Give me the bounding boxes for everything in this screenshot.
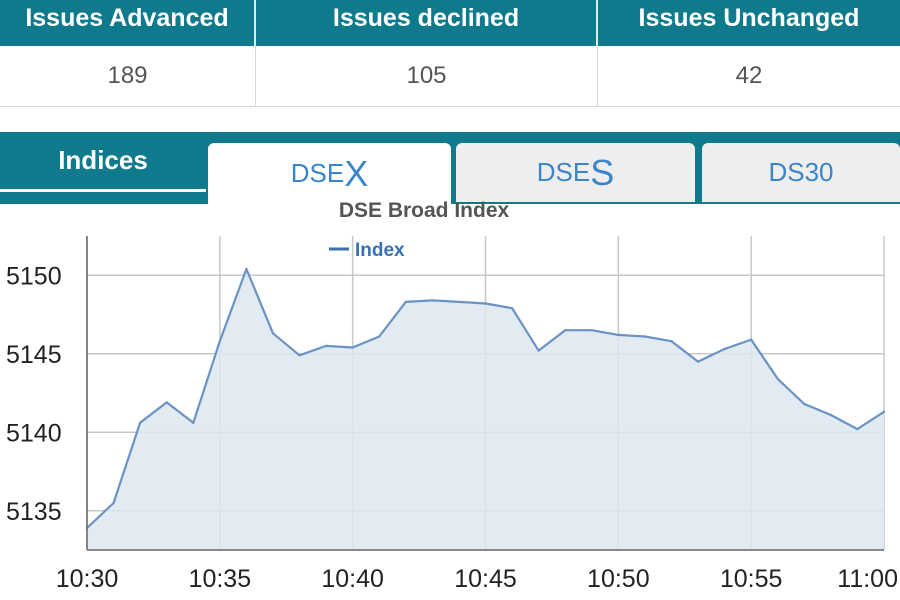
tab-dsex-prefix: DSE [290, 158, 345, 188]
series-point-0-25 [750, 338, 753, 341]
series-point-0-18 [564, 329, 567, 332]
x-tick-label-5: 10:55 [720, 565, 783, 593]
series-point-0-11 [378, 335, 381, 338]
chart-area-layer [85, 267, 886, 550]
series-point-0-10 [351, 346, 354, 349]
x-tick-label-2: 10:40 [321, 565, 384, 593]
x-tick-label-1: 10:35 [189, 565, 252, 593]
series-point-0-15 [484, 302, 487, 305]
series-point-0-7 [271, 332, 275, 335]
series-point-0-17 [537, 349, 540, 352]
y-tick-label-3: 5150 [6, 262, 62, 290]
tab-dses-prefix: DSE [536, 157, 591, 187]
summary-value-row: 189 105 42 [0, 46, 900, 106]
header-issues-unchanged: Issues Unchanged [638, 4, 860, 32]
series-point-0-29 [856, 427, 859, 431]
summary-divider [0, 106, 900, 107]
series-point-0-26 [776, 377, 779, 381]
x-tick-label-4: 10:50 [587, 565, 650, 593]
tab-ds30[interactable]: DS30 [702, 143, 900, 204]
series-point-0-12 [404, 300, 407, 304]
series-point-0-13 [431, 299, 434, 302]
x-tick-label-6: 11:00 [837, 565, 898, 593]
issues-summary-table: Issues Advanced Issues declined Issues U… [0, 0, 900, 106]
series-point-0-24 [723, 347, 726, 351]
series-point-0-30 [882, 410, 886, 413]
value-issues-advanced: 189 [0, 46, 256, 106]
series-point-0-14 [457, 300, 461, 304]
series-point-0-4 [192, 421, 195, 424]
series-point-0-8 [298, 354, 301, 357]
chart-axes [86, 236, 884, 551]
tab-dses-suffix: S [590, 151, 615, 193]
indices-heading: Indices [0, 132, 206, 192]
tab-dses[interactable]: DSE S [456, 143, 695, 204]
series-point-0-22 [670, 340, 673, 343]
chart-tick-labels: 10:30 10:35 10:40 10:45 10:50 10:55 11:00 5135 5… [6, 262, 898, 593]
x-tick-label-3: 10:45 [454, 565, 517, 593]
tab-dsex-suffix: X [344, 152, 369, 194]
x-tick-label-0: 10:30 [56, 565, 119, 593]
dse-broad-index-chart: DSE Broad Index Index 10:30 10:35 10:40 10:… [6, 199, 898, 593]
series-point-0-21 [643, 335, 647, 338]
legend-label-index: Index [355, 240, 405, 261]
series-area-0 [87, 269, 884, 550]
y-tick-label-2: 5145 [6, 341, 62, 369]
header-issues-declined: Issues declined [256, 0, 598, 46]
series-point-0-16 [510, 307, 514, 310]
tab-dsex[interactable]: DSE X [208, 143, 451, 204]
series-point-0-9 [324, 344, 328, 348]
chart-title: DSE Broad Index [339, 199, 510, 222]
series-point-0-3 [165, 401, 168, 404]
series-point-0-5 [218, 340, 221, 343]
value-issues-declined: 105 [256, 46, 598, 106]
series-point-0-20 [617, 333, 620, 337]
indices-tab-bar: Indices DSE X DSE S DS30 [0, 132, 900, 204]
header-issues-advanced: Issues Advanced [0, 0, 256, 46]
y-tick-label-1: 5140 [6, 419, 62, 447]
series-point-0-23 [696, 360, 700, 363]
value-issues-unchanged: 42 [735, 62, 763, 89]
series-point-0-19 [590, 329, 593, 332]
y-tick-label-0: 5135 [6, 498, 62, 526]
series-point-0-27 [803, 402, 806, 406]
chart-legend: Index [329, 240, 405, 261]
series-point-0-1 [112, 501, 115, 505]
series-point-0-2 [138, 421, 142, 424]
series-point-0-6 [245, 267, 248, 271]
summary-header-row: Issues Advanced Issues declined Issues U… [0, 0, 900, 46]
series-point-0-28 [829, 413, 833, 417]
